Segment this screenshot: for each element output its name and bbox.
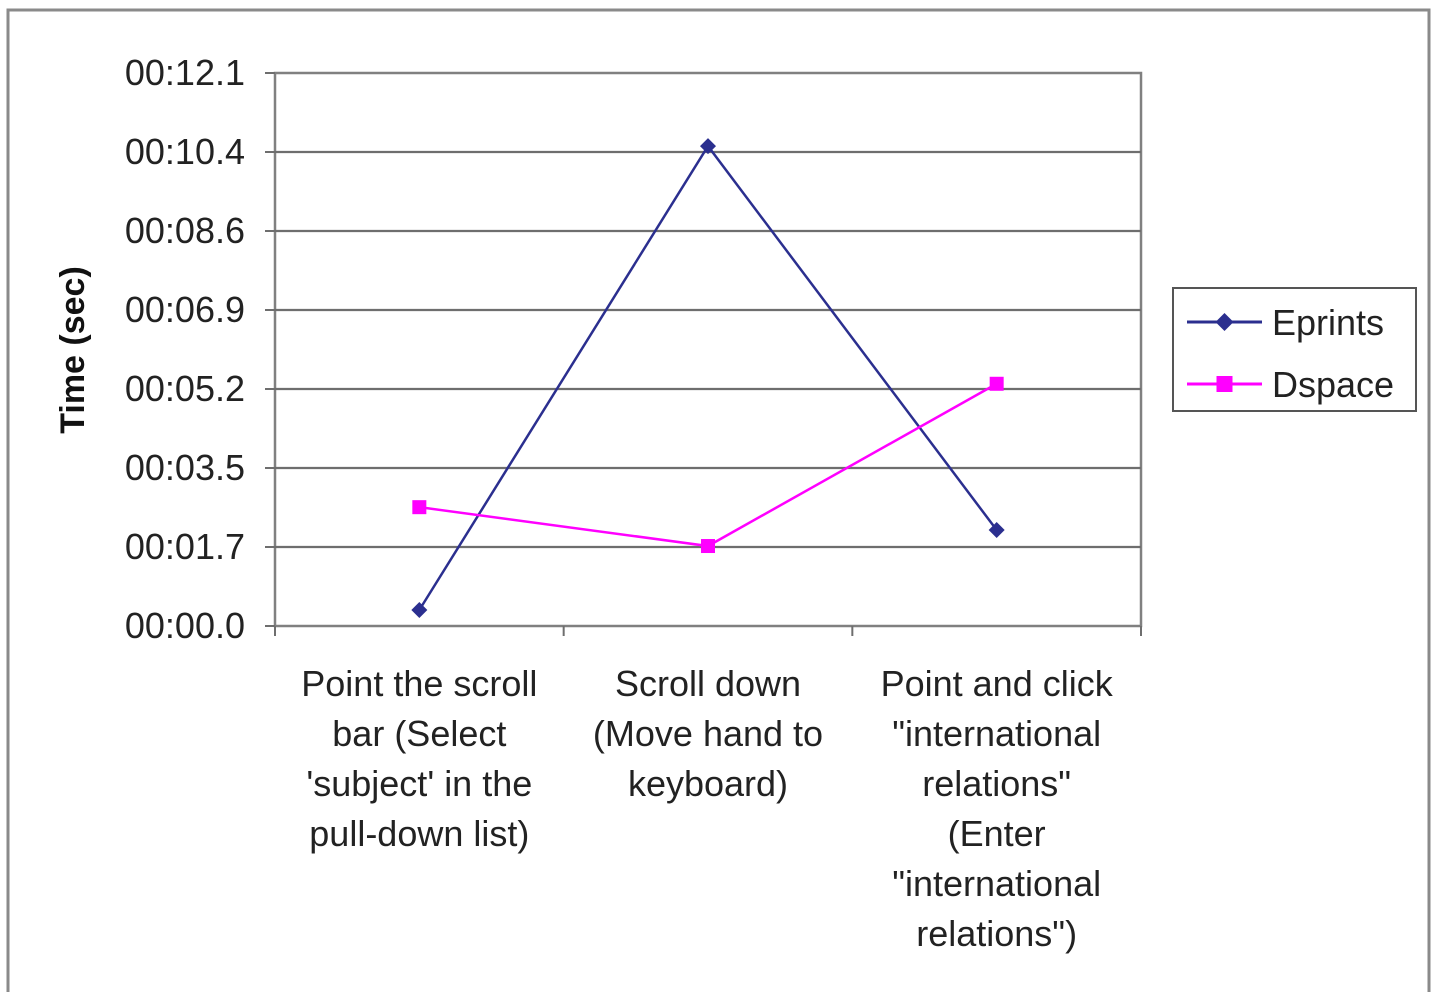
data-point-eprints — [411, 602, 428, 619]
x-tick-labels: Point the scroll bar (Select'subject' in … — [301, 663, 1113, 954]
y-tick-label: 00:01.7 — [125, 526, 245, 567]
y-tick-label: 00:12.1 — [125, 52, 245, 93]
y-tick-label: 00:03.5 — [125, 447, 245, 488]
x-category-label: Scroll down (Move hand to keyboard) — [593, 663, 823, 804]
data-point-dspace — [412, 500, 427, 515]
x-category-label: Point and click "international relations"(… — [881, 663, 1114, 954]
y-axis-title: Time (sec) — [54, 266, 92, 434]
legend: Eprints Dspace — [1172, 287, 1417, 412]
y-tick-label: 00:06.9 — [125, 289, 245, 330]
y-tick-label: 00:05.2 — [125, 368, 245, 409]
legend-marker-eprints — [1215, 313, 1234, 331]
legend-label-eprints: Eprints — [1272, 302, 1384, 343]
legend-marker-dspace — [1216, 376, 1233, 392]
data-point-eprints — [988, 522, 1005, 539]
series-lines — [411, 138, 1005, 619]
data-point-dspace — [701, 539, 715, 554]
legend-label-dspace: Dspace — [1272, 364, 1394, 405]
y-tick-label: 00:10.4 — [125, 131, 245, 172]
data-point-dspace — [989, 376, 1004, 391]
data-point-eprints — [700, 138, 716, 155]
y-tick-labels: 00:00.0 00:01.7 00:03.5 00:05.2 00:06.9 00:08… — [125, 52, 245, 646]
y-tick-label: 00:08.6 — [125, 210, 245, 251]
y-tick-label: 00:00.0 — [125, 605, 245, 646]
legend-box — [1172, 287, 1417, 412]
x-category-label: Point the scroll bar (Select'subject' in … — [301, 663, 537, 854]
